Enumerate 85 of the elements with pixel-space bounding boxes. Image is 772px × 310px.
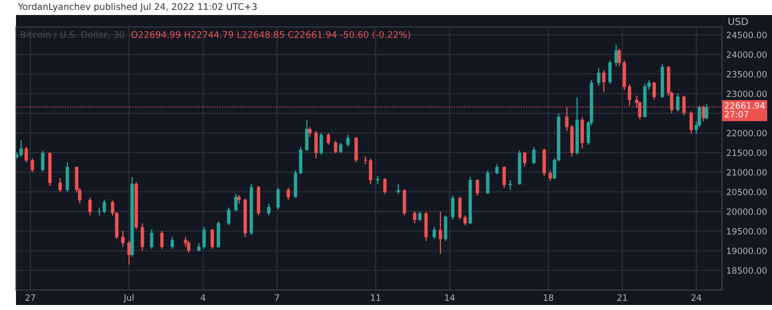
candlestick	[432, 226, 436, 240]
candlestick	[19, 139, 23, 158]
candlestick	[476, 178, 480, 196]
candlestick	[186, 240, 190, 254]
candlestick	[704, 103, 708, 120]
candlestick	[339, 142, 342, 154]
x-tick-label: 7	[274, 294, 280, 301]
candlestick	[334, 140, 338, 154]
candlestick	[41, 150, 44, 172]
candlestick	[383, 178, 387, 194]
candlestick	[413, 210, 416, 224]
candlestick	[170, 236, 174, 250]
y-axis-title: USD	[728, 18, 748, 26]
y-tick-label: 18500.00	[727, 267, 767, 274]
candlestick	[580, 116, 584, 150]
candlestick	[286, 187, 290, 200]
y-tick-label: 21000.00	[726, 169, 767, 176]
chart-title: YordanLyanchev published Jul 24, 2022 11:02 UTC+3	[18, 3, 257, 12]
candlestick	[308, 126, 312, 138]
candlestick	[326, 132, 330, 146]
candlestick	[614, 44, 618, 67]
candlestick	[30, 158, 34, 173]
candlestick	[150, 228, 154, 250]
candlestick	[542, 148, 546, 177]
candlestick	[320, 132, 323, 156]
candlestick	[508, 180, 512, 190]
candlestick	[216, 220, 220, 248]
candlestick	[24, 146, 28, 163]
candlestick	[486, 170, 490, 194]
candlestick	[121, 230, 125, 248]
candlestick	[689, 110, 693, 134]
candlestick	[202, 226, 206, 250]
candlestick	[602, 70, 606, 92]
candlestick	[66, 162, 70, 192]
candlestick	[58, 178, 62, 192]
y-tick-label: 20000.00	[726, 208, 767, 215]
candlestick	[608, 60, 612, 84]
candlestick	[548, 170, 552, 182]
candlestick	[234, 193, 238, 212]
candlestick	[495, 164, 499, 175]
x-tick-label: 14	[445, 294, 455, 301]
x-tick-label: 24	[691, 294, 702, 301]
candlestick	[676, 93, 680, 112]
candlestick	[396, 183, 400, 194]
y-tick-label: 23000.00	[726, 90, 767, 98]
x-tick-label: 4	[200, 294, 206, 301]
candlestick	[451, 195, 454, 220]
ref-line-label: 22661.94 27:07	[724, 102, 765, 118]
x-tick-label: 18	[544, 294, 554, 301]
y-tick-label: 24000.00	[726, 51, 767, 58]
y-tick-label: 21500.00	[726, 149, 767, 156]
candlestick	[267, 203, 270, 216]
candlestick	[402, 188, 406, 216]
candlestick	[376, 176, 380, 185]
candlestick	[652, 81, 656, 100]
x-tick-label: Jul	[123, 294, 134, 302]
candlestick	[523, 151, 526, 167]
annotation: O22694.99 H22744.79 L22648.85 C22661.94 -50.60 (-0.22%)	[131, 31, 410, 40]
candlestick	[438, 210, 442, 254]
candlestick	[88, 197, 92, 216]
candlestick	[596, 68, 600, 86]
candlestick	[314, 130, 318, 160]
candlestick	[127, 240, 131, 266]
x-tick-label: 11	[371, 294, 380, 301]
candlestick	[140, 222, 144, 252]
y-tick-label: 24500.00	[726, 32, 767, 38]
candlestick	[502, 166, 506, 188]
candlestick	[418, 210, 422, 222]
y-tick-label: 22000.00	[726, 130, 767, 136]
candlestick	[227, 207, 230, 226]
y-tick-label: 20500.00	[726, 188, 767, 196]
x-tick-label: 21	[617, 294, 627, 301]
candlestick	[305, 119, 309, 152]
candlestick	[276, 187, 280, 210]
candlestick	[210, 228, 214, 250]
y-tick-label: 19500.00	[727, 228, 767, 235]
candlestick	[424, 212, 428, 242]
x-tick-label: 27	[26, 294, 36, 301]
candlestick	[346, 134, 350, 148]
y-tick-label: 19000.00	[727, 248, 767, 254]
y-tick-label: 23500.00	[726, 70, 767, 78]
candlestick	[444, 214, 448, 242]
candlestick	[354, 136, 358, 163]
candlestick	[160, 230, 164, 250]
candlestick	[532, 146, 536, 165]
